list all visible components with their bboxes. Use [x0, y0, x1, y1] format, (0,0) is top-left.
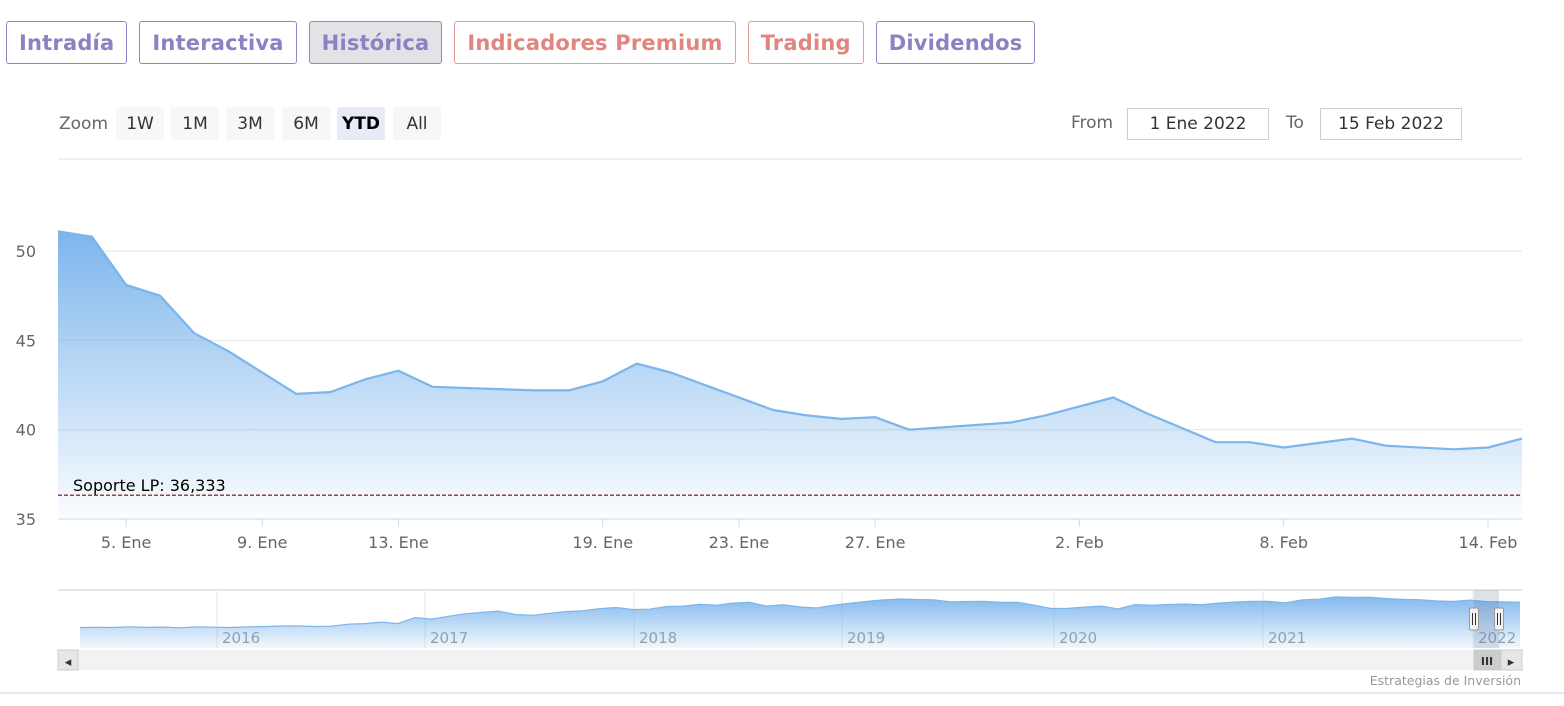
x-tick-label: 8. Feb [1259, 533, 1308, 552]
data-point [57, 230, 59, 232]
x-tick-label: 2. Feb [1055, 533, 1104, 552]
data-point [91, 236, 93, 238]
tab-indicadores-premium[interactable]: Indicadores Premium [454, 21, 736, 64]
navigator-left-handle[interactable] [1469, 607, 1479, 631]
zoom-3m-button[interactable]: 3M [226, 107, 274, 140]
data-point [568, 389, 570, 391]
data-point [329, 391, 331, 393]
data-point [227, 350, 229, 352]
data-point [1385, 445, 1387, 447]
x-tick-label: 27. Ene [845, 533, 906, 552]
data-point [431, 386, 433, 388]
zoom-1w-button[interactable]: 1W [116, 107, 164, 140]
data-point [1112, 396, 1114, 398]
tab-intradia[interactable]: Intradía [6, 21, 128, 64]
data-point [1351, 437, 1353, 439]
series-line [57, 230, 1523, 451]
y-tick-label: 35 [16, 510, 36, 529]
data-point [636, 362, 638, 364]
x-tick-label: 13. Ene [368, 533, 429, 552]
x-tick-label: 23. Ene [709, 533, 770, 552]
data-point [159, 295, 161, 297]
y-tick-label: 50 [16, 242, 36, 261]
data-point [806, 414, 808, 416]
scrollbar-right-button[interactable] [1500, 649, 1523, 671]
data-point [772, 409, 774, 411]
navigator-line [79, 596, 1521, 629]
data-point [125, 284, 127, 286]
x-tick-label: 19. Ene [572, 533, 633, 552]
data-point [534, 389, 536, 391]
zoom-all-button[interactable]: All [393, 107, 441, 140]
scrollbar-track[interactable] [58, 650, 1522, 670]
data-point [397, 370, 399, 372]
tab-dividendos[interactable]: Dividendos [875, 21, 1036, 64]
data-point [363, 378, 365, 380]
zoom-ytd-button[interactable]: YTD [337, 107, 385, 140]
axes: 35 40 45 50 5. Ene 9. Ene 13. Ene 19. Ene 23. En… [16, 242, 1522, 552]
data-point [193, 332, 195, 334]
from-date-input[interactable]: 1 Ene 2022 [1127, 108, 1269, 140]
data-point [602, 380, 604, 382]
data-point [1214, 441, 1216, 443]
data-point [1453, 448, 1455, 450]
x-tick-label: 5. Ene [101, 533, 151, 552]
zoom-label: Zoom [59, 114, 109, 134]
to-date-input[interactable]: 15 Feb 2022 [1320, 108, 1462, 140]
scroll-right-arrow-icon: ▸ [1508, 655, 1515, 670]
series [57, 230, 1523, 520]
tab-historica[interactable]: Histórica [308, 21, 443, 64]
data-point [1044, 414, 1046, 416]
y-tick-label: 45 [16, 331, 36, 350]
zoom-1m-button[interactable]: 1M [171, 107, 219, 140]
scrollbar-left-button[interactable] [57, 649, 79, 671]
support-line-label: Soporte LP: 36,333 [73, 476, 226, 495]
scrollbar[interactable]: ◂ III ▸ [57, 649, 1523, 671]
data-point [1248, 441, 1250, 443]
from-label: From [1071, 113, 1114, 133]
x-tick-label: 14. Feb [1459, 533, 1518, 552]
data-point [1283, 446, 1285, 448]
navigator[interactable]: 2016201720182019202020212022◂III▸ [57, 589, 1523, 671]
data-point [1487, 446, 1489, 448]
to-label: To [1286, 113, 1304, 133]
series-area [58, 231, 1522, 520]
data-point [1010, 421, 1012, 423]
scrollbar-thumb[interactable] [1473, 649, 1501, 671]
tab-interactiva[interactable]: Interactiva [139, 21, 297, 64]
credits[interactable]: Estrategias de Inversión [1369, 673, 1521, 688]
data-point [670, 371, 672, 373]
data-point [874, 416, 876, 418]
plot-lines: Soporte LP: 36,333 [58, 476, 1522, 496]
scrollbar-grip-icon: III [1481, 655, 1493, 668]
x-tick-label: 9. Ene [237, 533, 287, 552]
y-tick-label: 40 [16, 421, 36, 440]
data-point [908, 429, 910, 431]
handle-body[interactable] [1469, 607, 1479, 631]
handle-body[interactable] [1494, 607, 1504, 631]
navigator-area [80, 596, 1520, 648]
data-point [295, 393, 297, 395]
data-point [1146, 412, 1148, 414]
data-point [840, 418, 842, 420]
zoom-6m-button[interactable]: 6M [282, 107, 330, 140]
navigator-right-handle[interactable] [1494, 607, 1504, 631]
tab-bar: Intradía Interactiva Histórica Indicador… [6, 21, 1036, 64]
scroll-left-arrow-icon: ◂ [65, 655, 72, 670]
data-point [1521, 437, 1523, 439]
tab-trading[interactable]: Trading [747, 21, 864, 64]
